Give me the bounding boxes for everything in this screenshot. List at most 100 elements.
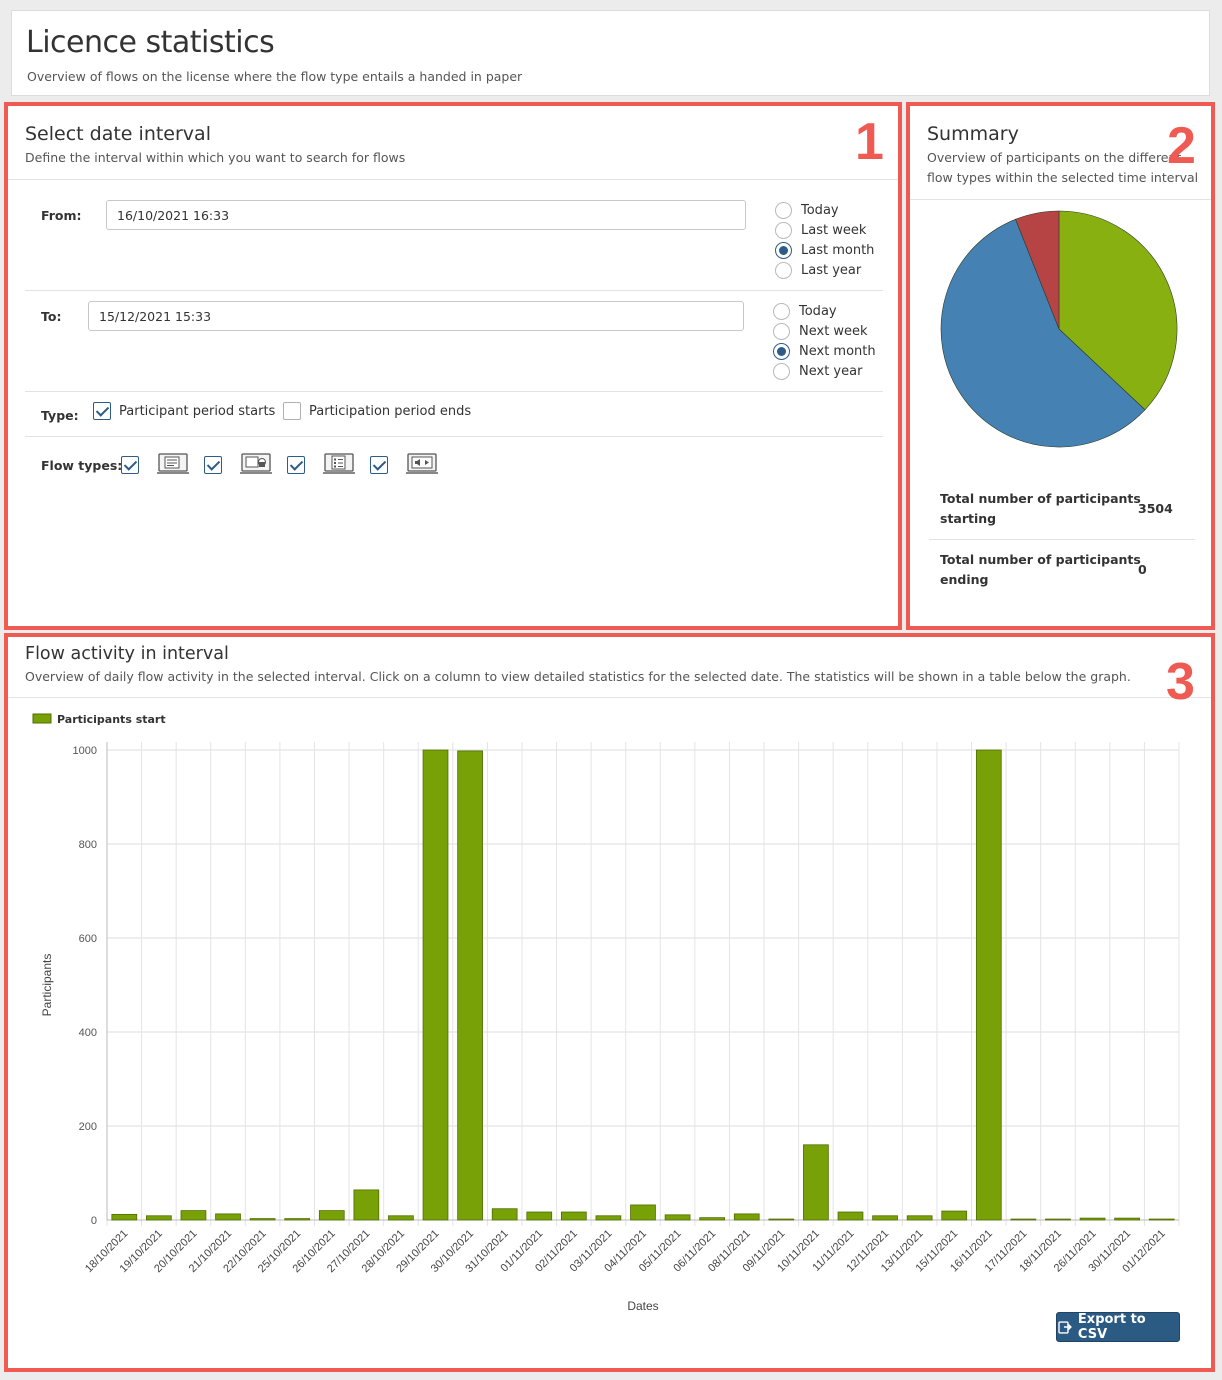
radio-today[interactable] <box>775 201 792 219</box>
radio-label: Last week <box>801 222 867 238</box>
chart-bar[interactable] <box>1010 1218 1037 1221</box>
radio-last-month[interactable] <box>775 241 792 259</box>
radio-last-year[interactable] <box>775 261 792 279</box>
chart-bar[interactable] <box>975 749 1002 1221</box>
export-icon <box>1058 1321 1072 1334</box>
total-starting-label-line2: starting <box>940 511 997 526</box>
participant-period-starts-checkbox[interactable] <box>93 402 111 420</box>
highlight-number-1: 1 <box>855 113 884 171</box>
y-tick-label: 800 <box>79 839 97 851</box>
chart-bar[interactable] <box>146 1215 172 1221</box>
chart-bar[interactable] <box>1045 1218 1071 1221</box>
chart-bar[interactable] <box>318 1210 345 1221</box>
pie-slice[interactable] <box>1058 210 1178 411</box>
export-csv-button[interactable]: Export to CSV <box>1056 1312 1180 1342</box>
from-label: From: <box>41 208 82 223</box>
chart-bar[interactable] <box>941 1210 968 1221</box>
to-option-next-year[interactable]: Next year <box>773 361 862 381</box>
chart-bar[interactable] <box>837 1211 864 1221</box>
to-date-input[interactable]: 15/12/2021 15:33 <box>88 301 744 331</box>
radio-next-week[interactable] <box>773 322 790 340</box>
chart-bar[interactable] <box>872 1215 898 1221</box>
flow-activity-subtitle: Overview of daily flow activity in the s… <box>25 669 1131 684</box>
chart-bar[interactable] <box>803 1144 829 1221</box>
legend-swatch <box>32 713 52 724</box>
page-header: Licence statistics Overview of flows on … <box>11 10 1210 96</box>
chart-bar[interactable] <box>526 1211 553 1221</box>
to-option-next-month[interactable]: Next month <box>773 341 876 361</box>
radio-last-week[interactable] <box>775 221 792 239</box>
pie-slice[interactable] <box>940 218 1146 448</box>
summary-panel: Summary Overview of participants on the … <box>908 103 1213 627</box>
legend-label: Participants start <box>57 713 166 726</box>
date-interval-title: Select date interval <box>25 123 211 145</box>
total-ending-value: 0 <box>1138 562 1147 577</box>
flow-type-4-checkbox[interactable] <box>370 456 388 474</box>
flow-type-3-checkbox[interactable] <box>287 456 305 474</box>
to-option-next-week[interactable]: Next week <box>773 321 868 341</box>
flow-activity-title: Flow activity in interval <box>25 644 229 664</box>
from-option-last-month[interactable]: Last month <box>775 240 874 260</box>
page-title: Licence statistics <box>26 25 275 60</box>
radio-label: Next year <box>799 363 863 379</box>
from-option-last-year[interactable]: Last year <box>775 260 861 280</box>
chart-bar[interactable] <box>353 1189 380 1221</box>
chart-bar[interactable] <box>699 1217 726 1221</box>
chart-bar[interactable] <box>111 1213 138 1221</box>
chart-bar[interactable] <box>249 1218 276 1221</box>
chart-bar[interactable] <box>422 749 449 1221</box>
participation-period-ends-checkbox[interactable] <box>283 402 301 420</box>
flow-type-1-checkbox[interactable] <box>121 456 139 474</box>
chart-bar[interactable] <box>560 1211 587 1221</box>
chart-bar[interactable] <box>1114 1217 1140 1221</box>
to-option-today[interactable]: Today <box>773 301 837 321</box>
y-tick-label: 600 <box>79 933 97 945</box>
y-tick-label: 400 <box>79 1027 97 1039</box>
flow-types-label: Flow types: <box>41 458 123 473</box>
highlight-number-3: 3 <box>1166 653 1195 711</box>
y-axis-title: Participants <box>40 954 54 1017</box>
chart-bar[interactable] <box>1148 1218 1175 1221</box>
from-option-last-week[interactable]: Last week <box>775 220 866 240</box>
chart-bar[interactable] <box>1079 1217 1106 1221</box>
radio-label: Today <box>801 202 839 218</box>
radio-label: Last year <box>801 262 862 278</box>
chart-bar[interactable] <box>284 1218 311 1221</box>
summary-pie-chart[interactable] <box>934 204 1184 454</box>
pie-slice[interactable] <box>1015 210 1060 330</box>
chart-bar[interactable] <box>180 1210 207 1221</box>
summary-subtitle-line2: flow types within the selected time inte… <box>927 170 1199 185</box>
total-starting-label-line1: Total number of participants <box>940 491 1141 506</box>
chart-bar[interactable] <box>664 1214 691 1221</box>
radio-next-month[interactable] <box>773 342 790 360</box>
y-tick-label: 1000 <box>73 745 97 757</box>
participation-period-ends-label: Participation period ends <box>309 404 472 419</box>
radio-next-year[interactable] <box>773 362 790 380</box>
summary-title: Summary <box>927 123 1019 145</box>
radio-label: Next week <box>799 323 868 339</box>
radio-today[interactable] <box>773 302 790 320</box>
chart-bar[interactable] <box>630 1204 656 1221</box>
radio-label: Next month <box>799 343 876 359</box>
chart-bar[interactable] <box>388 1215 414 1221</box>
y-tick-label: 200 <box>79 1121 97 1133</box>
from-date-input[interactable]: 16/10/2021 16:33 <box>106 200 746 230</box>
date-interval-panel: Select date interval Define the interval… <box>6 103 900 627</box>
x-axis-title: Dates <box>627 1299 658 1313</box>
chart-bar[interactable] <box>906 1215 933 1221</box>
chart-bar[interactable] <box>457 750 483 1221</box>
flow-type-2-checkbox[interactable] <box>204 456 222 474</box>
flow-activity-bar-chart: Participants start0200400600800100018/10… <box>32 713 1180 1313</box>
chart-bar[interactable] <box>595 1215 622 1221</box>
chart-bar[interactable] <box>733 1213 760 1221</box>
date-interval-subtitle: Define the interval within which you wan… <box>25 150 406 165</box>
y-tick-label: 0 <box>91 1215 97 1227</box>
chart-bar[interactable] <box>768 1218 795 1221</box>
to-label: To: <box>41 309 62 324</box>
media-flow-icon <box>406 453 438 474</box>
chart-bar[interactable] <box>491 1208 518 1221</box>
from-option-today[interactable]: Today <box>775 200 839 220</box>
export-csv-label: Export to CSV <box>1077 1312 1146 1342</box>
page-subtitle: Overview of flows on the license where t… <box>27 69 523 84</box>
chart-bar[interactable] <box>215 1213 241 1221</box>
